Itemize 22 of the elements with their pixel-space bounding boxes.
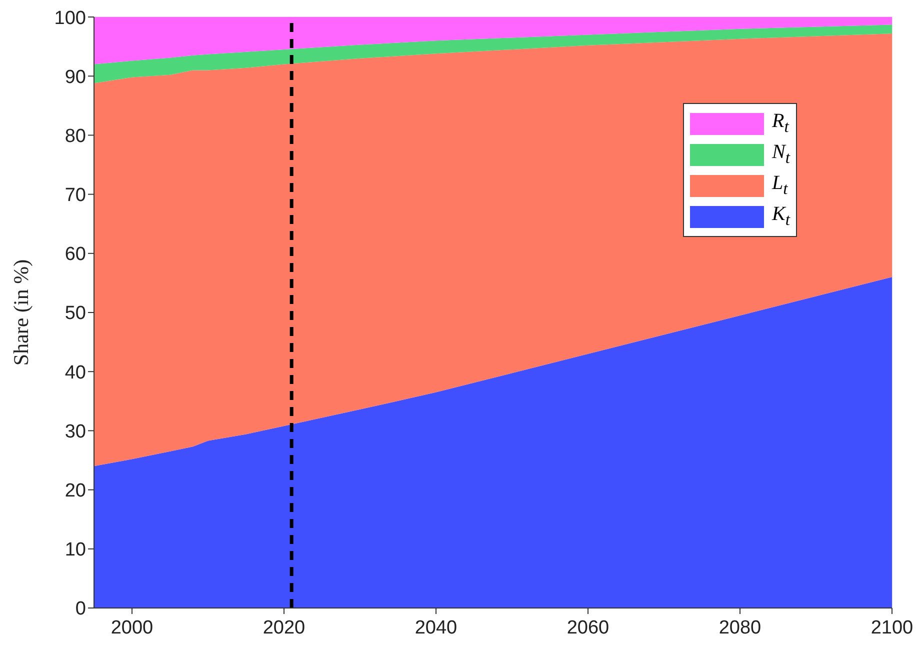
y-tick-label: 20	[64, 480, 86, 502]
y-tick-label: 60	[64, 244, 86, 266]
x-tick-label: 2100	[870, 617, 914, 638]
y-tick-label: 30	[64, 421, 86, 442]
x-tick-label: 2000	[110, 617, 154, 638]
x-tick-label: 2080	[718, 617, 762, 638]
y-axis-title: Share (in %)	[9, 259, 33, 366]
y-tick-label: 90	[64, 66, 86, 88]
y-tick-label: 40	[64, 362, 86, 384]
y-tick-label: 0	[75, 598, 86, 620]
y-tick-label: 10	[64, 540, 86, 561]
legend-label: K$_{t}$	[772, 203, 790, 229]
y-tick-label: 70	[64, 185, 86, 206]
x-tick-label: 2020	[262, 617, 306, 638]
x-tick-label: 2060	[566, 617, 610, 638]
y-tick-label: 80	[64, 126, 86, 147]
y-tick-label: 50	[64, 303, 86, 324]
legend-label: R$_{t}$	[772, 110, 789, 136]
y-tick-label: 100	[54, 8, 86, 29]
legend-label: N$_{t}$	[772, 141, 790, 167]
legend-label: L$_{t}$	[772, 172, 788, 198]
x-tick-label: 2040	[414, 617, 458, 638]
